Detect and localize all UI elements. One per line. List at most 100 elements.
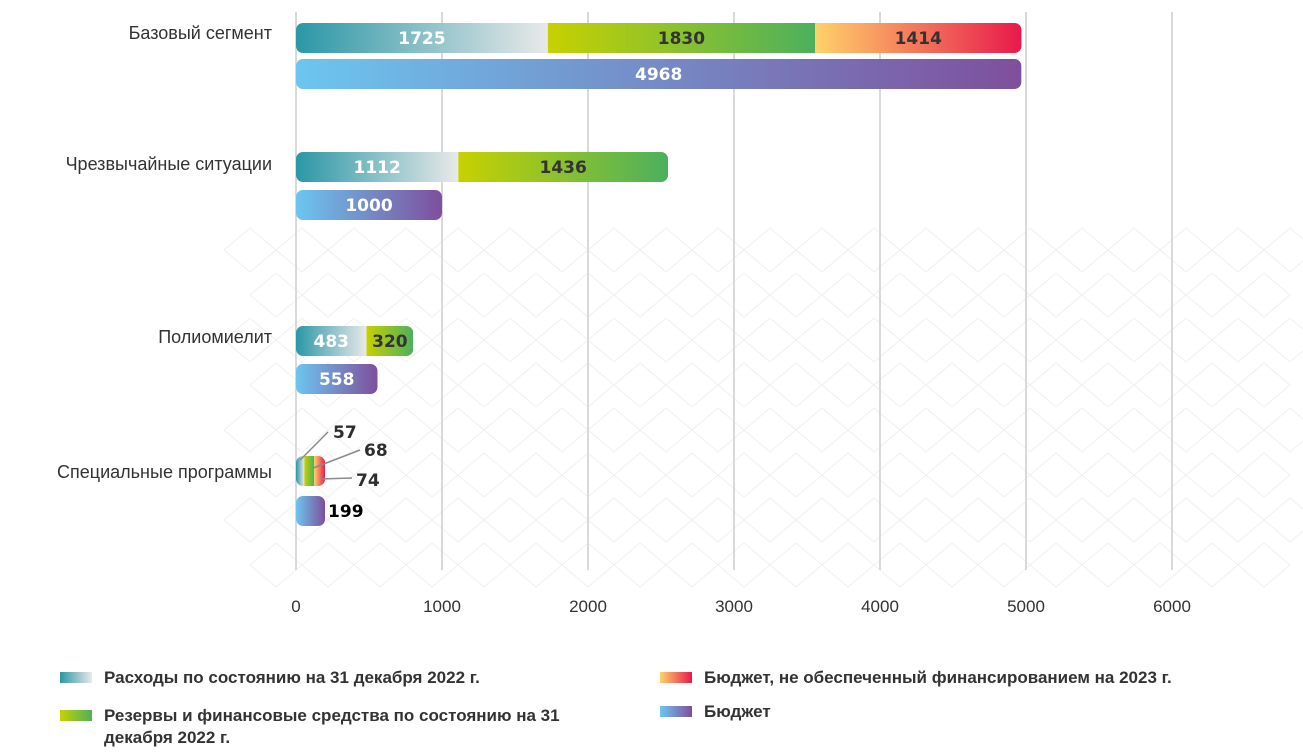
budget-bar bbox=[296, 59, 1022, 89]
pattern-cell bbox=[353, 452, 407, 498]
pattern-cell bbox=[1055, 497, 1109, 543]
pattern-cell bbox=[925, 362, 979, 408]
pattern-cell bbox=[561, 542, 615, 588]
bar-value-label: 1112 bbox=[354, 158, 401, 178]
callouts: 57 68 74 199 bbox=[299, 423, 388, 522]
pattern-cell bbox=[483, 407, 537, 453]
pattern-cell bbox=[587, 317, 641, 363]
category-label: Базовый сегмент bbox=[129, 23, 272, 43]
pattern-cell bbox=[483, 227, 537, 273]
pattern-cell bbox=[743, 317, 797, 363]
pattern-cell bbox=[1133, 362, 1187, 408]
bar-value-label: 1436 bbox=[540, 158, 587, 178]
pattern-cell bbox=[769, 272, 823, 318]
pattern-cell bbox=[1211, 317, 1265, 363]
pattern-cell bbox=[847, 227, 901, 273]
pattern-cell bbox=[691, 317, 745, 363]
pattern-cell bbox=[431, 317, 485, 363]
pattern-cell bbox=[639, 227, 693, 273]
pattern-cell bbox=[1237, 542, 1291, 588]
x-tick-label: 1000 bbox=[423, 597, 461, 616]
pattern-cell bbox=[769, 542, 823, 588]
bar-segment bbox=[458, 152, 669, 182]
pattern-cell bbox=[951, 227, 1005, 273]
pattern-cell bbox=[431, 407, 485, 453]
pattern-cell bbox=[795, 497, 849, 543]
callout-leader bbox=[313, 449, 361, 469]
pattern-cell bbox=[1159, 497, 1213, 543]
bar-segment bbox=[815, 23, 1022, 53]
category-label: Полиомиелит bbox=[158, 327, 272, 347]
pattern-cell bbox=[717, 452, 771, 498]
pattern-cell bbox=[1055, 317, 1109, 363]
pattern-cell bbox=[405, 542, 459, 588]
pattern-cell bbox=[1237, 362, 1291, 408]
pattern-cell bbox=[977, 272, 1031, 318]
pattern-cell bbox=[873, 452, 927, 498]
pattern-cell bbox=[691, 497, 745, 543]
pattern-cell bbox=[639, 497, 693, 543]
pattern-cell bbox=[977, 362, 1031, 408]
pattern-cell bbox=[1263, 227, 1303, 273]
callout-label: 57 bbox=[333, 423, 357, 443]
pattern-cell bbox=[639, 317, 693, 363]
pattern-cell bbox=[821, 272, 875, 318]
bar-segment bbox=[296, 152, 459, 182]
bar-value-label: 320 bbox=[372, 332, 408, 352]
pattern-cell bbox=[821, 452, 875, 498]
pattern-cell bbox=[483, 497, 537, 543]
bar-segment bbox=[314, 456, 326, 486]
pattern-cell bbox=[665, 362, 719, 408]
bar-segment bbox=[547, 23, 816, 53]
pattern-cell bbox=[613, 362, 667, 408]
pattern-cell bbox=[1081, 362, 1135, 408]
bars: 1725 1830 1414 4968 1112 1436 1000 483 320 558 bbox=[296, 23, 1022, 526]
pattern-cell bbox=[977, 542, 1031, 588]
pattern-cell bbox=[457, 272, 511, 318]
pattern-cell bbox=[327, 227, 381, 273]
pattern-cell bbox=[1133, 542, 1187, 588]
pattern-cell bbox=[1081, 452, 1135, 498]
pattern-cell bbox=[899, 497, 953, 543]
pattern-cell bbox=[639, 407, 693, 453]
x-tick-label: 0 bbox=[291, 597, 300, 616]
pattern-cell bbox=[1003, 407, 1057, 453]
callout-leader bbox=[299, 431, 329, 461]
callout-label: 68 bbox=[364, 441, 388, 461]
bar-value-label: 1000 bbox=[345, 196, 392, 216]
pattern-cell bbox=[795, 317, 849, 363]
pattern-cell bbox=[1081, 542, 1135, 588]
pattern-cell bbox=[1211, 407, 1265, 453]
pattern-cell bbox=[1107, 227, 1161, 273]
pattern-cell bbox=[457, 362, 511, 408]
bar-value-label: 483 bbox=[314, 332, 350, 352]
pattern-cell bbox=[1185, 272, 1239, 318]
pattern-cell bbox=[925, 542, 979, 588]
pattern-cell bbox=[1159, 407, 1213, 453]
x-tick-label: 4000 bbox=[861, 597, 899, 616]
pattern-cell bbox=[249, 272, 303, 318]
bar-value-label: 558 bbox=[319, 370, 355, 390]
pattern-cell bbox=[769, 452, 823, 498]
pattern-cell bbox=[587, 407, 641, 453]
pattern-cell bbox=[405, 362, 459, 408]
pattern-cell bbox=[847, 497, 901, 543]
pattern-cell bbox=[1081, 272, 1135, 318]
pattern-cell bbox=[1107, 407, 1161, 453]
pattern-cell bbox=[509, 362, 563, 408]
pattern-cell bbox=[717, 362, 771, 408]
pattern-cell bbox=[821, 362, 875, 408]
pattern-cell bbox=[717, 272, 771, 318]
pattern-cell bbox=[1237, 452, 1291, 498]
pattern-cell bbox=[1003, 317, 1057, 363]
pattern-cell bbox=[899, 407, 953, 453]
pattern-cell bbox=[457, 452, 511, 498]
pattern-cell bbox=[925, 272, 979, 318]
grid bbox=[295, 12, 1173, 570]
category-label: Чрезвычайные ситуации bbox=[66, 154, 272, 174]
pattern-cell bbox=[509, 542, 563, 588]
pattern-cell bbox=[1055, 407, 1109, 453]
pattern-cell bbox=[535, 497, 589, 543]
pattern-cell bbox=[249, 452, 303, 498]
